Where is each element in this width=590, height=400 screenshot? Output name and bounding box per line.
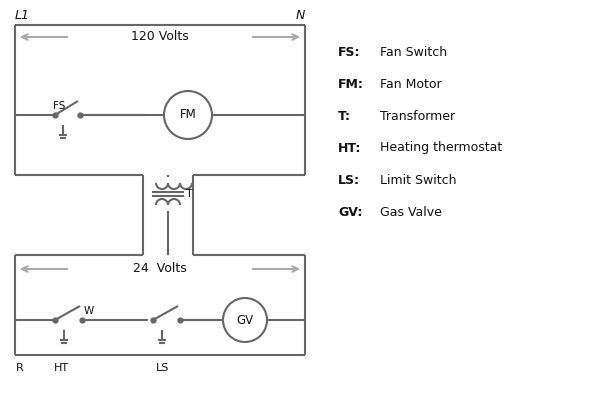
Text: T: T xyxy=(186,189,193,199)
Text: HT: HT xyxy=(54,363,68,373)
Text: FM: FM xyxy=(179,108,196,122)
Text: Fan Switch: Fan Switch xyxy=(380,46,447,58)
Text: Gas Valve: Gas Valve xyxy=(380,206,442,218)
Text: R: R xyxy=(16,363,24,373)
Text: FS:: FS: xyxy=(338,46,360,58)
Text: 24  Volts: 24 Volts xyxy=(133,262,187,276)
Text: FS: FS xyxy=(53,101,65,111)
Text: Limit Switch: Limit Switch xyxy=(380,174,457,186)
Text: Fan Motor: Fan Motor xyxy=(380,78,442,90)
Text: GV: GV xyxy=(237,314,254,326)
Text: Transformer: Transformer xyxy=(380,110,455,122)
Text: FM:: FM: xyxy=(338,78,364,90)
Text: L1: L1 xyxy=(15,9,30,22)
Text: GV:: GV: xyxy=(338,206,362,218)
Text: LS: LS xyxy=(156,363,170,373)
Text: N: N xyxy=(296,9,305,22)
Text: 120 Volts: 120 Volts xyxy=(131,30,189,44)
Text: Heating thermostat: Heating thermostat xyxy=(380,142,502,154)
Text: T:: T: xyxy=(338,110,351,122)
Text: HT:: HT: xyxy=(338,142,361,154)
Text: W: W xyxy=(84,306,94,316)
Text: LS:: LS: xyxy=(338,174,360,186)
